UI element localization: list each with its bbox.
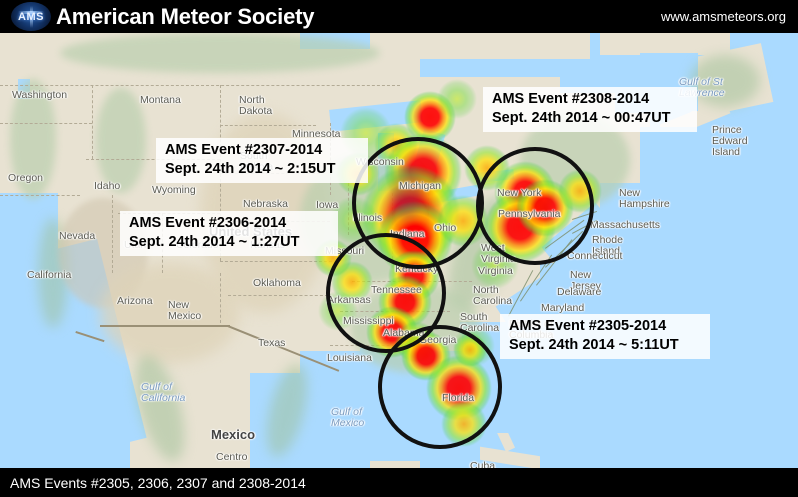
map-canvas[interactable]: Washington Oregon Idaho Montana Wyoming Nevad… — [0, 33, 798, 468]
border-nm-tx — [220, 273, 221, 323]
event-ring-2308[interactable] — [476, 147, 594, 265]
logo-glow-vertical — [29, 6, 33, 29]
footer-caption: AMS Events #2305, 2306, 2307 and 2308-20… — [10, 475, 306, 491]
map-label-delaware: Delaware — [557, 286, 602, 298]
map-label-iowa: Iowa — [316, 199, 339, 211]
map-label-new-hampshire: New Hampshire — [619, 187, 670, 210]
page-footer: AMS Events #2305, 2306, 2307 and 2308-20… — [0, 468, 798, 497]
event-label-2308[interactable]: AMS Event #2308-2014 Sept. 24th 2014 ~ 0… — [483, 87, 697, 132]
ams-logo-icon: AMS — [11, 2, 51, 31]
terrain-maritime — [690, 55, 760, 107]
border-or-ca — [0, 195, 80, 196]
map-label-virginia: Virginia — [478, 265, 513, 277]
map-label-gulf-of-mexico: Gulf of Mexico — [331, 406, 365, 429]
map-label-maryland: Maryland — [541, 302, 585, 314]
event-ring-2305[interactable] — [378, 325, 502, 449]
map-label-south-carolina: South Carolina — [460, 311, 500, 334]
heat-blob-canada-ontario — [430, 79, 484, 119]
map-label-idaho: Idaho — [94, 180, 121, 192]
event-label-2306[interactable]: AMS Event #2306-2014 Sept. 24th 2014 ~ 1… — [120, 211, 338, 256]
map-label-gulf-of-california: Gulf of California — [141, 381, 186, 404]
map-label-nebraska: Nebraska — [243, 198, 288, 210]
map-label-nevada: Nevada — [59, 230, 96, 242]
water-atlantic-n — [640, 127, 798, 207]
map-label-montana: Montana — [140, 94, 181, 106]
border-mt-wy — [86, 159, 220, 160]
map-label-centro: Centro — [216, 451, 248, 463]
map-label-minnesota: Minnesota — [292, 128, 341, 140]
map-label-arizona: Arizona — [117, 295, 153, 307]
terrain-canada-forest — [60, 33, 380, 73]
border-ok-tx — [228, 295, 328, 296]
event-label-2307-title: AMS Event #2307-2014 — [165, 142, 323, 158]
event-label-2308-title: AMS Event #2308-2014 — [492, 91, 650, 107]
page-header: AMS American Meteor Society www.amsmeteo… — [0, 0, 798, 33]
map-label-north-carolina: North Carolina — [473, 284, 513, 307]
border-id-mt — [92, 85, 93, 159]
map-label-louisiana: Louisiana — [327, 352, 372, 364]
map-label-prince-edward-island: Prince Edward Island — [712, 124, 748, 158]
event-label-2306-title: AMS Event #2306-2014 — [129, 215, 287, 231]
site-title: American Meteor Society — [56, 4, 315, 29]
border-nv-ut — [112, 195, 113, 273]
event-label-2306-time: Sept. 24th 2014 ~ 1:27UT — [129, 234, 300, 250]
map-label-new-mexico: New Mexico — [168, 299, 202, 322]
land-canada-maritime — [600, 33, 730, 55]
event-ring-2306[interactable] — [326, 233, 446, 353]
map-label-washington: Washington — [12, 89, 68, 101]
land-canada-east — [390, 33, 590, 59]
map-label-connecticut: Connecticut — [567, 250, 623, 262]
map-label-north-dakota: North Dakota — [239, 94, 273, 117]
border-us-mexico — [100, 325, 230, 327]
map-label-massachusetts: Massachusetts — [590, 219, 661, 231]
terrain-cascades — [10, 79, 56, 199]
map-label-oklahoma: Oklahoma — [253, 277, 301, 289]
map-label-rhode-island: Rhode Island — [592, 234, 623, 257]
border-us-canada — [0, 85, 400, 86]
event-label-2305-title: AMS Event #2305-2014 — [509, 318, 667, 334]
terrain-rockies-n — [96, 88, 146, 193]
event-label-2305-time: Sept. 24th 2014 ~ 5:11UT — [509, 337, 679, 353]
map-label-wyoming: Wyoming — [152, 184, 196, 196]
map-label-texas: Texas — [258, 337, 286, 349]
map-label-california: California — [27, 269, 72, 281]
event-label-2307[interactable]: AMS Event #2307-2014 Sept. 24th 2014 ~ 2… — [156, 138, 368, 183]
logo-text: AMS — [18, 11, 44, 23]
map-label-cuba: Cuba — [470, 460, 496, 469]
border-nd-sd — [220, 125, 316, 126]
site-url[interactable]: www.amsmeteors.org — [661, 9, 786, 24]
map-label-gulf-of-st-lawrence: Gulf of St Lawrence — [679, 76, 725, 99]
map-label-oregon: Oregon — [8, 172, 44, 184]
map-label-mexico: Mexico — [211, 427, 256, 442]
border-ks-ok — [220, 261, 332, 262]
border-wa-or — [0, 123, 92, 124]
map-label-new-jersey: New Jersey — [570, 269, 601, 292]
event-label-2308-time: Sept. 24th 2014 ~ 00:47UT — [492, 110, 671, 126]
event-label-2307-time: Sept. 24th 2014 ~ 2:15UT — [165, 161, 336, 177]
event-label-2305[interactable]: AMS Event #2305-2014 Sept. 24th 2014 ~ 5… — [500, 314, 710, 359]
